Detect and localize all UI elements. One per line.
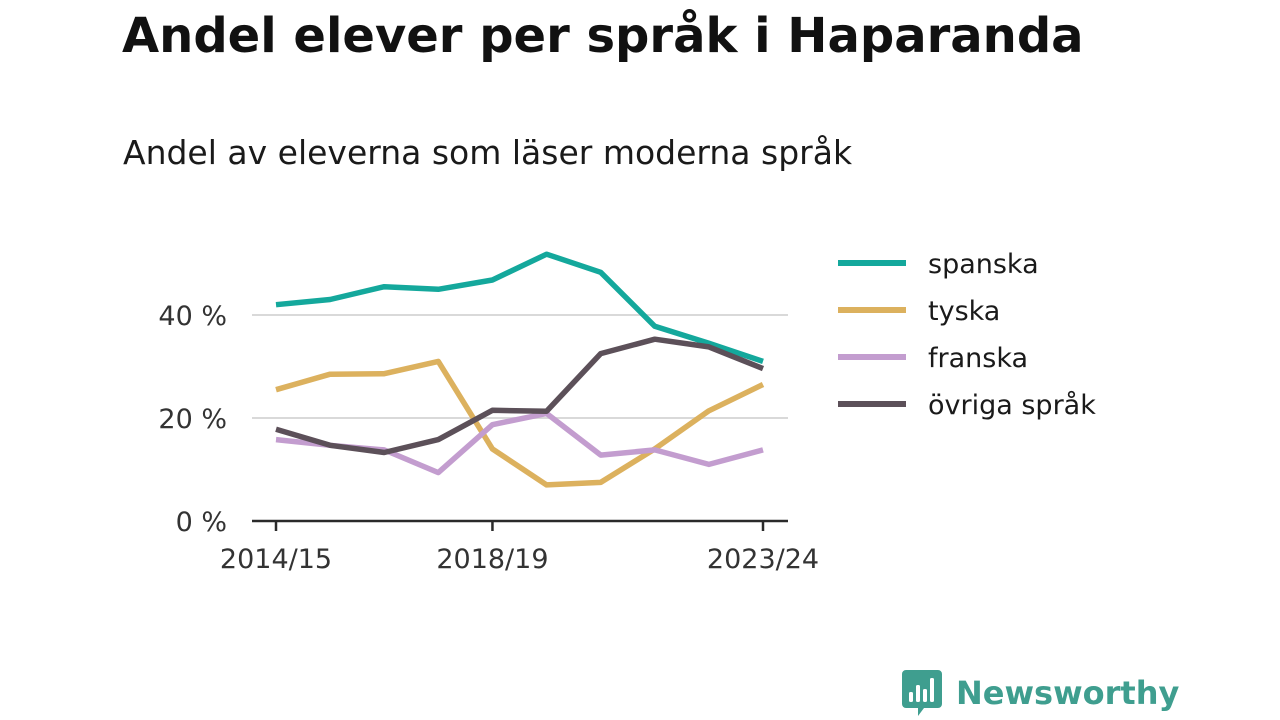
y-axis-tick-labels: 0 % 20 % 40 % <box>158 301 227 538</box>
series-line-tyska <box>275 358 765 488</box>
series-lines <box>275 251 765 488</box>
legend-label: spanska <box>928 249 1039 280</box>
y-tick-label: 0 % <box>176 507 227 538</box>
y-tick-label: 20 % <box>158 404 227 435</box>
x-tick-label: 2014/15 <box>220 544 332 575</box>
newsworthy-logo-icon <box>902 670 942 716</box>
legend-label: franska <box>928 343 1028 374</box>
legend-label: övriga språk <box>928 390 1096 421</box>
chart-subtitle: Andel av eleverna som läser moderna språ… <box>123 133 853 172</box>
y-tick-label: 40 % <box>158 301 227 332</box>
x-tick-label: 2023/24 <box>707 544 819 575</box>
gridlines <box>252 314 788 419</box>
brand-name: Newsworthy <box>956 674 1180 712</box>
legend: spanska tyska franska övriga språk <box>838 249 1096 421</box>
x-tick-label: 2018/19 <box>436 544 548 575</box>
x-axis: 2014/15 2018/19 2023/24 <box>220 519 819 575</box>
legend-label: tyska <box>928 296 1000 327</box>
series-line-spanska <box>275 251 764 365</box>
chart-title: Andel elever per språk i Haparanda <box>122 8 1084 64</box>
series-line-övriga-språk <box>275 336 765 456</box>
newsworthy-brand[interactable]: Newsworthy <box>902 670 1179 716</box>
